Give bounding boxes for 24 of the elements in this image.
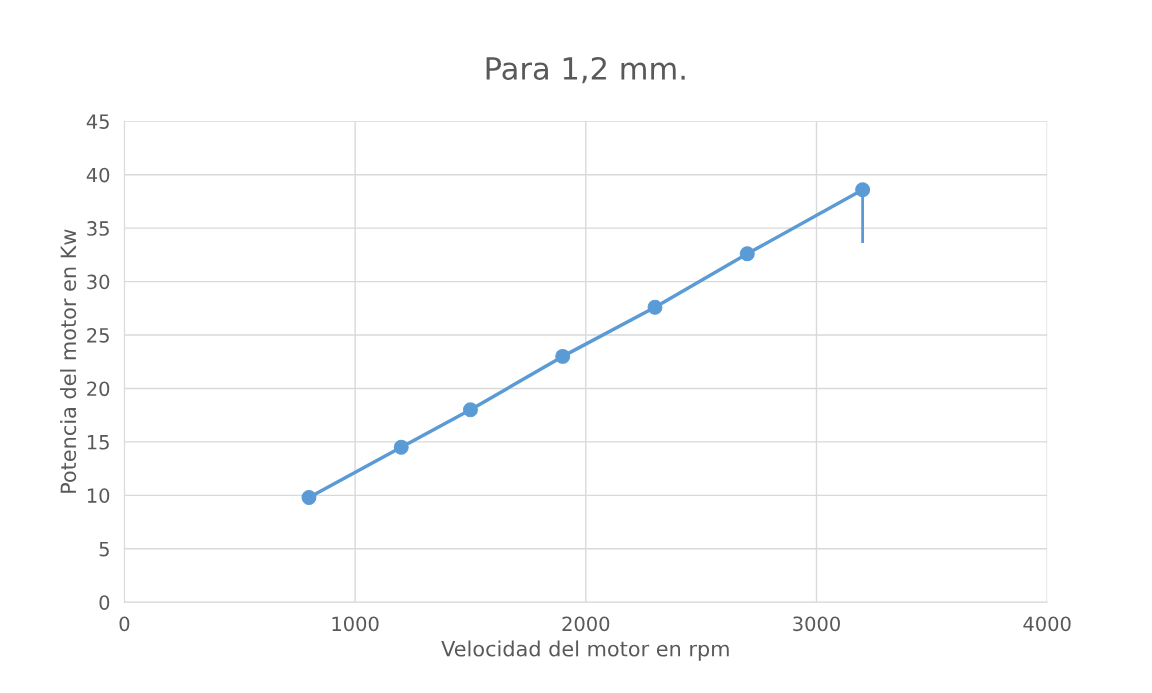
point — [739, 246, 755, 262]
point — [393, 439, 409, 455]
y-tick-label: 45 — [86, 114, 109, 129]
chart-title: Para 1,2 mm. — [486, 56, 685, 84]
y-tick-label: 40 — [86, 167, 110, 183]
x-tick-label: 0 — [119, 616, 130, 632]
point — [555, 348, 571, 364]
y-tick-label: 5 — [99, 541, 109, 557]
y-tick-label: 10 — [87, 488, 110, 503]
y-tick-label: 30 — [87, 274, 110, 290]
y-tick-label: 25 — [87, 327, 109, 343]
x-axis-title: Velocidad del motor en rpm — [441, 640, 729, 661]
point — [462, 402, 478, 418]
y-tick-label: 20 — [87, 381, 110, 397]
y-tick-label: 0 — [99, 595, 110, 610]
point — [301, 490, 317, 505]
y-tick-label: 35 — [87, 221, 109, 236]
x-tick-label: 2000 — [562, 616, 610, 632]
y-axis-title: Potencia del motor en Kw — [60, 229, 77, 493]
y-tick-label: 15 — [87, 435, 109, 450]
point — [647, 299, 663, 315]
x-tick-label: 3000 — [793, 616, 840, 632]
x-tick-label: 4000 — [1023, 616, 1071, 632]
x-tick-label: 1000 — [332, 616, 379, 632]
